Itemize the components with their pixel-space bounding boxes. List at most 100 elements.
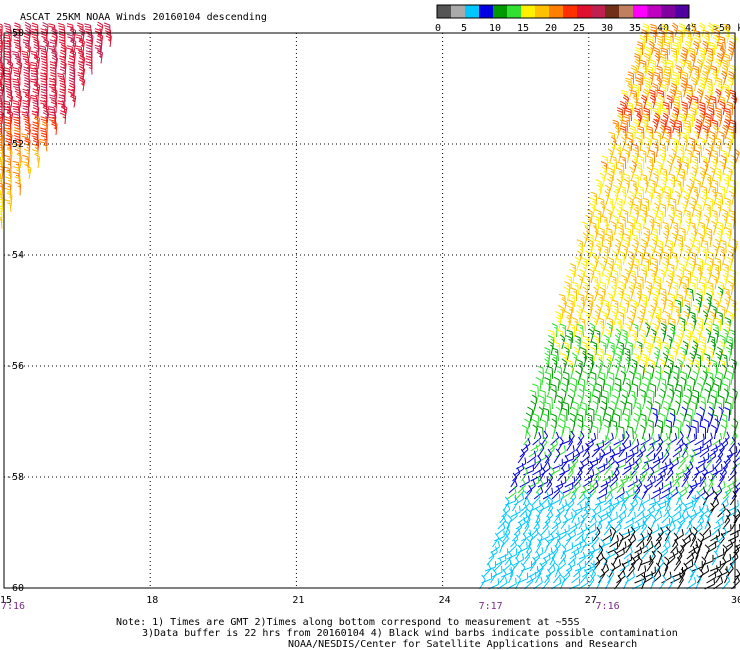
wind-barb: [643, 480, 653, 494]
wind-barb: [671, 346, 678, 362]
wind-barb: [688, 322, 695, 338]
wind-barb: [608, 406, 615, 422]
wind-barb: [600, 475, 611, 488]
wind-barb: [720, 353, 728, 368]
wind-barb: [602, 528, 612, 542]
wind-barb: [685, 364, 692, 380]
wind-barb: [589, 452, 601, 464]
wind-barb: [603, 274, 610, 290]
wind-barb: [554, 562, 560, 578]
wind-barb: [703, 464, 714, 476]
longitude-tick-label: 18: [146, 595, 158, 606]
wind-barb: [645, 370, 652, 386]
wind-barb: [50, 71, 57, 86]
wind-barb: [663, 442, 671, 458]
wind-barb: [689, 221, 697, 236]
wind-barb: [613, 190, 619, 206]
wind-barb: [603, 492, 614, 506]
wind-barb: [592, 400, 599, 416]
wind-barb: [654, 112, 661, 128]
wind-barb: [714, 238, 721, 254]
wind-barb: [651, 227, 659, 242]
wind-barb: [668, 263, 675, 278]
wind-barb: [679, 148, 685, 164]
wind-barb: [664, 496, 671, 512]
wind-barb: [704, 388, 711, 404]
wind-barb: [552, 458, 563, 470]
wind-barb: [705, 148, 712, 164]
wind-barb: [652, 482, 664, 494]
wind-barb: [515, 574, 522, 590]
wind-barb: [654, 376, 661, 392]
wind-barb: [672, 425, 679, 440]
wind-barb: [637, 71, 644, 86]
wind-barb: [506, 577, 517, 590]
wind-barb: [617, 292, 624, 308]
wind-barb: [675, 310, 681, 326]
wind-barb: [725, 112, 732, 128]
wind-barb: [670, 539, 679, 554]
wind-barb: [591, 316, 598, 332]
wind-barb: [632, 546, 643, 560]
wind-barb: [715, 352, 722, 368]
wind-barb: [650, 456, 661, 470]
wind-barb: [567, 522, 578, 536]
wind-barb: [567, 491, 577, 506]
wind-barb: [701, 239, 709, 254]
wind-speed-legend: 0 5 10 15 20 25 30 35 40 45 >50 knots: [435, 4, 740, 34]
wind-barb: [665, 35, 672, 50]
wind-barb: [607, 542, 619, 554]
wind-barb: [640, 149, 647, 164]
wind-barb: [655, 316, 661, 332]
wind-barb: [695, 486, 706, 500]
wind-barb: [710, 394, 717, 410]
wind-barb: [33, 115, 41, 130]
wind-barb: [0, 198, 4, 213]
wind-barb: [541, 430, 549, 446]
wind-barb: [623, 546, 633, 560]
wind-barb: [555, 445, 566, 458]
wind-barb: [529, 556, 537, 572]
legend-label: 35: [629, 23, 641, 34]
wind-barb: [691, 275, 698, 290]
wind-barb: [611, 438, 621, 452]
wind-barb: [561, 407, 568, 421]
plot-area: [0, 21, 740, 590]
wind-barb: [695, 214, 701, 230]
wind-barb: [697, 508, 705, 524]
latitude-tick-label: -54: [6, 250, 24, 261]
wind-barb: [691, 496, 697, 512]
wind-barb: [641, 454, 650, 470]
wind-barb: [727, 310, 734, 326]
wind-barb: [724, 298, 730, 314]
legend-label: 20: [545, 23, 557, 34]
wind-barb: [642, 113, 649, 128]
wind-barb: [631, 334, 638, 350]
wind-barb: [539, 389, 546, 404]
wind-barb: [607, 262, 614, 278]
wind-barb: [515, 544, 522, 560]
wind-barb: [666, 59, 674, 74]
wind-barb: [637, 185, 645, 200]
wind-barb: [578, 457, 590, 470]
wind-barb: [546, 502, 554, 518]
wind-barb: [657, 419, 664, 434]
wind-barb: [687, 113, 694, 128]
wind-barb: [571, 406, 578, 422]
wind-barb: [657, 184, 664, 200]
wind-barb: [575, 436, 583, 452]
wind-barb: [581, 341, 588, 356]
wind-barb: [616, 346, 623, 362]
wind-barb: [676, 160, 682, 176]
wind-barb: [706, 142, 713, 158]
wind-barb: [726, 166, 733, 182]
legend-swatch: [591, 5, 605, 18]
wind-barb: [667, 29, 674, 44]
wind-barb: [696, 257, 704, 272]
wind-barb: [577, 394, 583, 410]
wind-barb: [633, 352, 640, 368]
wind-barb: [652, 412, 659, 428]
wind-barb: [659, 287, 667, 302]
wind-barb: [695, 544, 701, 560]
wind-barb: [508, 479, 518, 494]
